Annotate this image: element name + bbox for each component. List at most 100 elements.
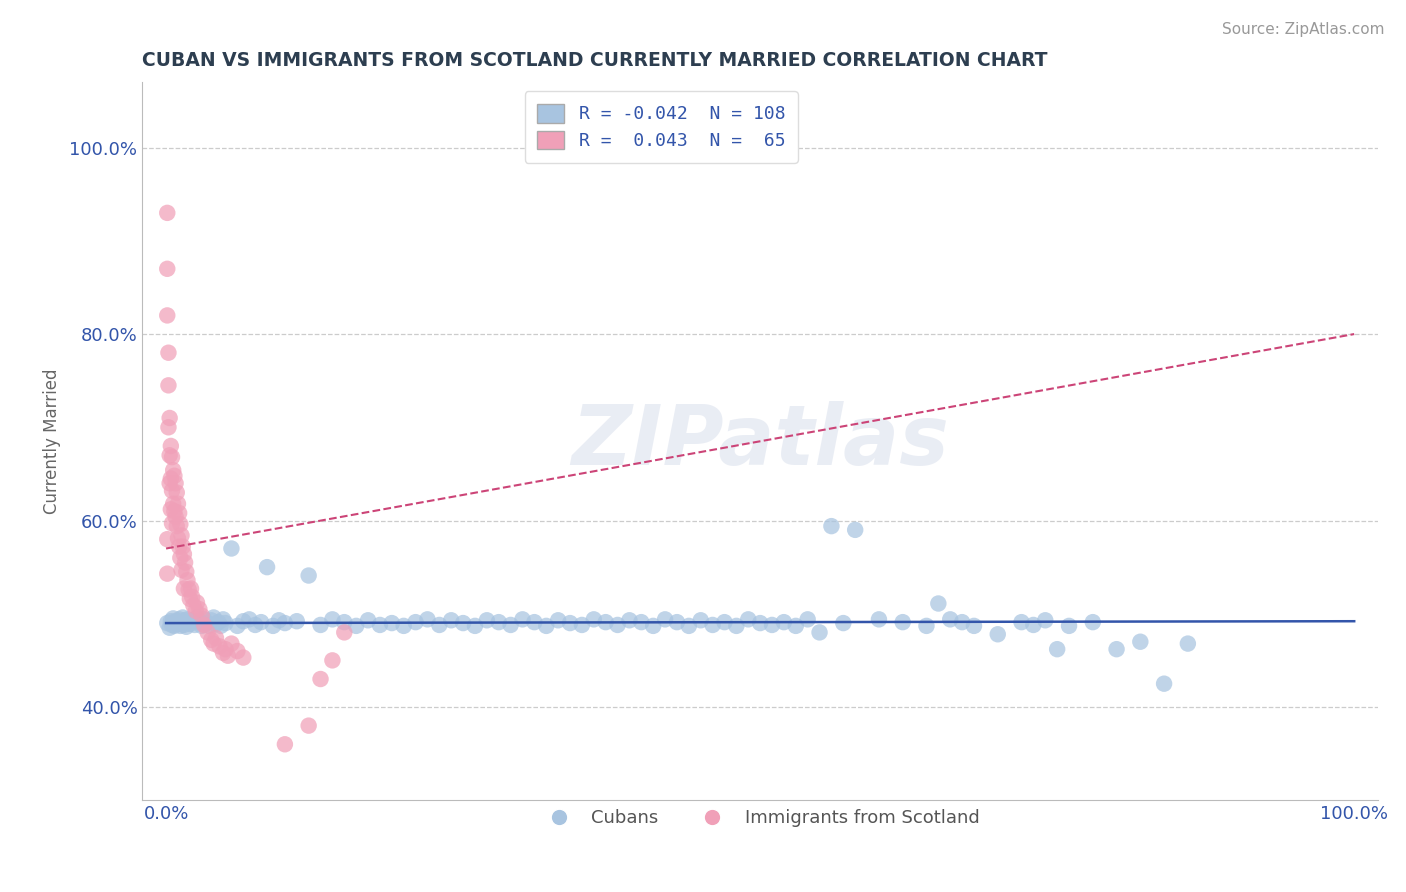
Point <box>725 619 748 633</box>
Point <box>198 619 221 633</box>
Point <box>172 610 194 624</box>
Point <box>606 618 628 632</box>
Point <box>405 615 427 629</box>
Point <box>160 618 183 632</box>
Point <box>156 261 179 276</box>
Point <box>357 613 380 627</box>
Point <box>167 612 190 626</box>
Point <box>181 590 204 604</box>
Text: Source: ZipAtlas.com: Source: ZipAtlas.com <box>1222 22 1385 37</box>
Point <box>250 615 273 629</box>
Point <box>160 450 183 464</box>
Point <box>167 617 190 632</box>
Point <box>1033 613 1056 627</box>
Point <box>205 617 228 632</box>
Point <box>209 619 232 633</box>
Point <box>181 613 204 627</box>
Point <box>172 540 194 554</box>
Point <box>159 621 181 635</box>
Point <box>392 619 415 633</box>
Point <box>1022 618 1045 632</box>
Point <box>162 463 184 477</box>
Point <box>298 718 321 732</box>
Point <box>547 613 569 627</box>
Point <box>170 528 193 542</box>
Point <box>167 506 190 520</box>
Point <box>160 614 183 628</box>
Point <box>689 613 711 627</box>
Point <box>333 615 356 629</box>
Point <box>159 411 181 425</box>
Point <box>761 618 783 632</box>
Point <box>713 615 735 629</box>
Point <box>195 616 218 631</box>
Point <box>174 556 197 570</box>
Point <box>232 614 254 628</box>
Point <box>499 618 522 632</box>
Point <box>156 309 179 323</box>
Point <box>186 610 208 624</box>
Point <box>1081 615 1104 629</box>
Point <box>232 650 254 665</box>
Point <box>785 619 807 633</box>
Text: ZIPatlas: ZIPatlas <box>571 401 949 482</box>
Point <box>160 502 183 516</box>
Point <box>416 612 439 626</box>
Point <box>512 612 534 626</box>
Point <box>188 602 211 616</box>
Text: CUBAN VS IMMIGRANTS FROM SCOTLAND CURRENTLY MARRIED CORRELATION CHART: CUBAN VS IMMIGRANTS FROM SCOTLAND CURREN… <box>142 51 1047 70</box>
Point <box>654 612 676 626</box>
Point <box>678 619 700 633</box>
Point <box>536 619 558 633</box>
Point <box>927 597 949 611</box>
Point <box>344 619 367 633</box>
Point <box>157 345 180 359</box>
Point <box>212 612 235 626</box>
Point <box>193 618 215 632</box>
Point <box>190 619 212 633</box>
Point <box>179 617 201 632</box>
Point <box>169 619 191 633</box>
Point <box>156 566 179 581</box>
Point <box>184 604 207 618</box>
Point <box>226 644 249 658</box>
Point <box>174 565 197 579</box>
Point <box>202 637 225 651</box>
Point <box>488 615 510 629</box>
Point <box>939 612 962 626</box>
Point <box>274 616 297 631</box>
Point <box>298 568 321 582</box>
Point <box>162 611 184 625</box>
Point <box>267 613 290 627</box>
Point <box>160 483 183 498</box>
Point <box>166 485 188 500</box>
Point <box>368 618 391 632</box>
Point <box>464 619 486 633</box>
Point <box>162 497 184 511</box>
Point <box>183 618 205 632</box>
Point <box>891 615 914 629</box>
Point <box>179 591 201 606</box>
Point <box>987 627 1010 641</box>
Point <box>180 582 202 596</box>
Point <box>1129 634 1152 648</box>
Point <box>165 509 187 524</box>
Point <box>619 613 641 627</box>
Point <box>238 612 260 626</box>
Point <box>262 619 284 633</box>
Point <box>174 613 197 627</box>
Point <box>167 497 190 511</box>
Point <box>630 615 652 629</box>
Point <box>1153 676 1175 690</box>
Point <box>1105 642 1128 657</box>
Point <box>243 618 266 632</box>
Point <box>643 619 665 633</box>
Point <box>197 625 219 640</box>
Point <box>333 625 356 640</box>
Point <box>202 610 225 624</box>
Point <box>160 472 183 486</box>
Point <box>558 616 581 631</box>
Point <box>200 632 222 647</box>
Point <box>950 615 973 629</box>
Point <box>173 618 195 632</box>
